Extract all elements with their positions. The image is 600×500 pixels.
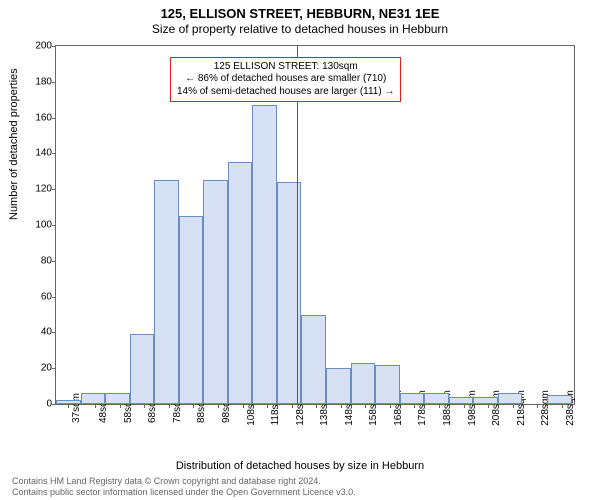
footer-line-2: Contains public sector information licen… [12,487,588,498]
ytick-label: 160 [35,112,52,123]
page-title: 125, ELLISON STREET, HEBBURN, NE31 1EE [0,0,600,21]
ytick-label: 200 [35,41,52,52]
x-axis-label: Distribution of detached houses by size … [0,460,600,472]
xtick-label: 198sqm [467,390,478,426]
ytick-mark [52,368,56,369]
histogram-bar [130,334,155,404]
histogram-bar [56,400,81,404]
xtick-mark [341,404,342,408]
xtick-mark [169,404,170,408]
chart-subtitle: Size of property relative to detached ho… [0,21,600,36]
xtick-mark [562,404,563,408]
ytick-label: 40 [41,327,52,338]
histogram-bar [498,393,523,404]
xtick-mark [316,404,317,408]
xtick-mark [439,404,440,408]
xtick-mark [243,404,244,408]
ytick-mark [52,118,56,119]
xtick-mark [193,404,194,408]
ytick-label: 180 [35,76,52,87]
ytick-label: 20 [41,363,52,374]
xtick-mark [488,404,489,408]
histogram-bar [351,363,376,404]
ytick-mark [52,261,56,262]
xtick-mark [218,404,219,408]
histogram-bar [228,162,253,404]
ytick-mark [52,46,56,47]
xtick-mark [95,404,96,408]
ytick-mark [52,297,56,298]
histogram-bar [154,180,179,404]
annotation-line: ← 86% of detached houses are smaller (71… [177,73,395,86]
ytick-label: 80 [41,255,52,266]
histogram-bar [81,393,106,404]
histogram-bar [203,180,228,404]
ytick-label: 0 [46,399,52,410]
ytick-mark [52,404,56,405]
ytick-label: 120 [35,184,52,195]
histogram-bar [179,216,204,404]
xtick-mark [537,404,538,408]
ytick-mark [52,189,56,190]
xtick-mark [513,404,514,408]
annotation-box: 125 ELLISON STREET: 130sqm← 86% of detac… [170,57,402,103]
histogram-bar [547,395,572,404]
annotation-line: 125 ELLISON STREET: 130sqm [177,61,395,74]
ytick-mark [52,153,56,154]
histogram-bar [473,397,498,404]
histogram-bar [105,393,130,404]
ytick-mark [52,332,56,333]
histogram-bar [326,368,351,404]
ytick-label: 100 [35,220,52,231]
annotation-line: 14% of semi-detached houses are larger (… [177,86,395,99]
histogram-bar [375,365,400,404]
chart-area: 02040608010012014016018020037sqm48sqm58s… [55,45,575,405]
xtick-mark [144,404,145,408]
histogram-bar [301,315,326,405]
xtick-mark [292,404,293,408]
xtick-mark [390,404,391,408]
xtick-mark [464,404,465,408]
xtick-mark [68,404,69,408]
xtick-mark [414,404,415,408]
xtick-mark [120,404,121,408]
y-axis-label: Number of detached properties [8,68,20,220]
ytick-mark [52,225,56,226]
histogram-bar [449,397,474,404]
ytick-mark [52,82,56,83]
histogram-bar [400,393,425,404]
footer-attribution: Contains HM Land Registry data © Crown c… [12,476,588,498]
histogram-bar [424,393,449,404]
xtick-mark [365,404,366,408]
histogram-bar [252,105,277,404]
xtick-mark [267,404,268,408]
ytick-label: 60 [41,291,52,302]
footer-line-1: Contains HM Land Registry data © Crown c… [12,476,588,487]
ytick-label: 140 [35,148,52,159]
